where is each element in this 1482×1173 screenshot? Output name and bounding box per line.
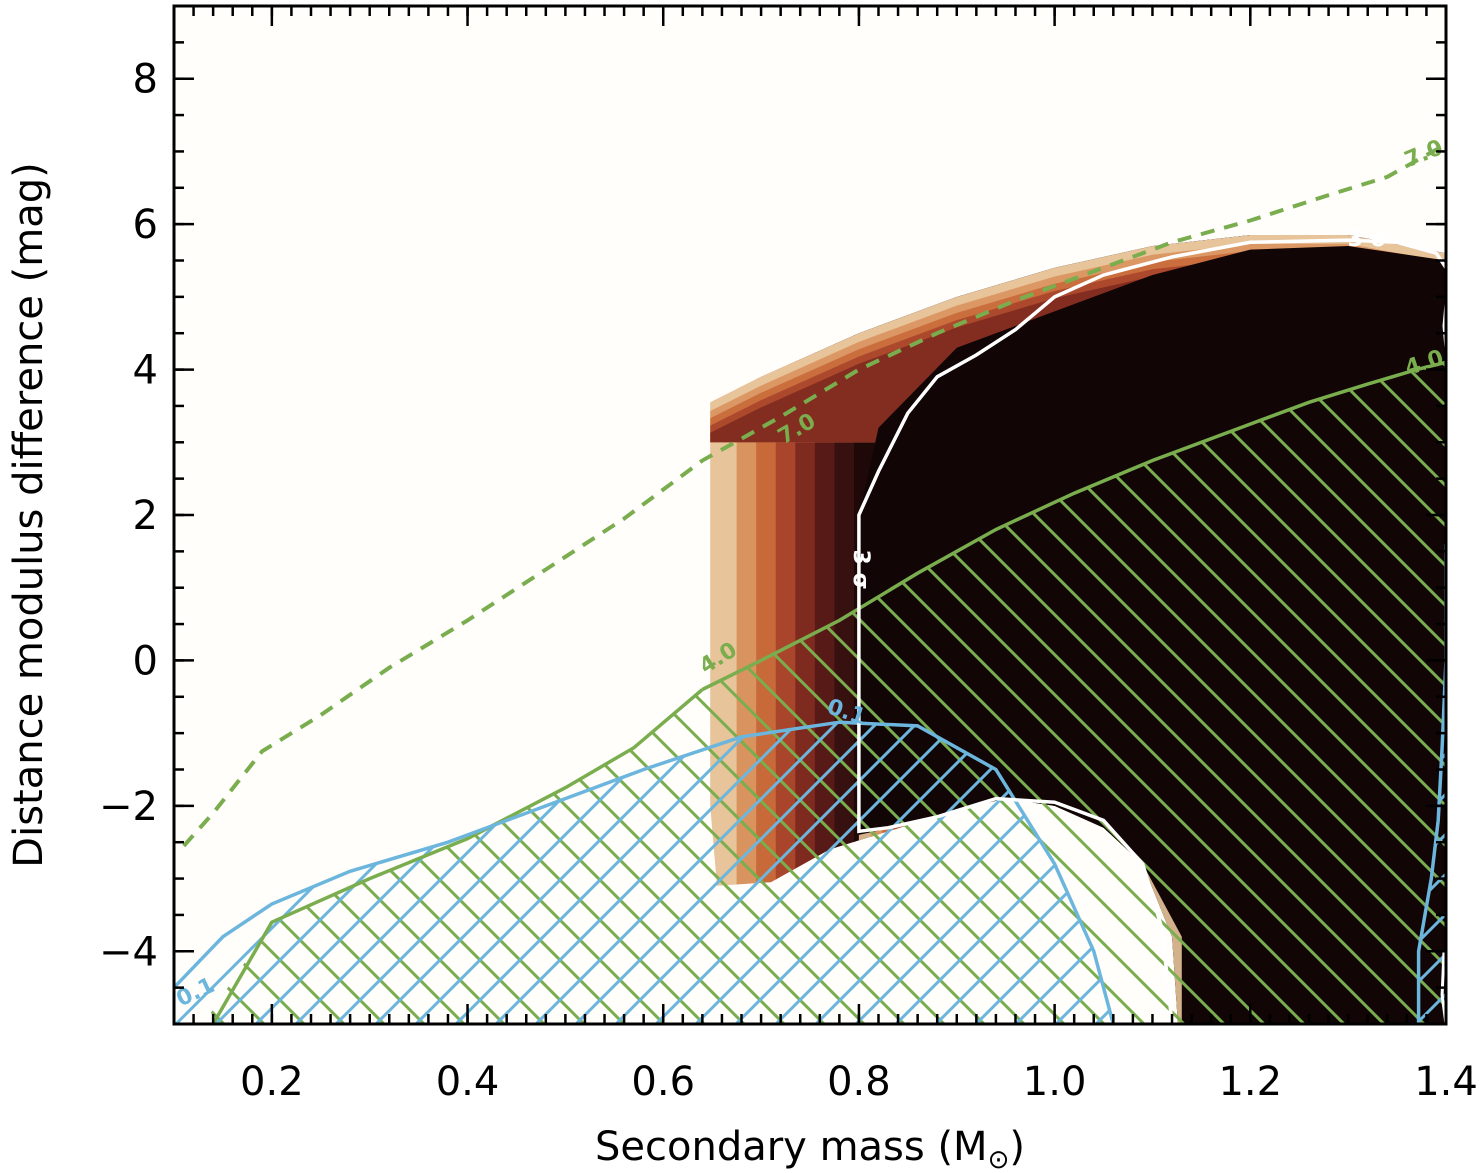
green-hatch-line [203, 362, 615, 1024]
sigma-label-top: 3 σ [1348, 227, 1388, 252]
blue-hatch-line [825, 722, 1114, 1024]
green-hatch-line [203, 362, 655, 1024]
y-tick-label: 2 [133, 493, 158, 539]
blue-hatch-line [425, 722, 1114, 1024]
green-hatch-line [203, 362, 575, 1024]
fill-core [858, 246, 1446, 1024]
green-hatch-line [318, 362, 1446, 1024]
blue-hatch-line [785, 722, 1114, 1024]
series-line-01-right [1416, 544, 1446, 1024]
green-hatch-line [558, 362, 1446, 1024]
x-tick-label: 1.0 [1023, 1059, 1087, 1105]
blue-hatch-line [345, 722, 1114, 1024]
x-tick-label: 0.4 [436, 1059, 500, 1105]
blue-hatch-line [665, 722, 1114, 1024]
y-tick-label: −4 [99, 929, 158, 975]
blue-hatch-line [174, 722, 1114, 1024]
green-hatch-line [203, 362, 695, 1024]
series-line-7 [182, 142, 1446, 848]
blue-hatch-line [174, 722, 1114, 1024]
green-hatch-line [203, 362, 535, 1024]
x-axis-title: Secondary mass (M⊙) [595, 1124, 1025, 1173]
green-hatch-line [398, 362, 1446, 1024]
series-line-4-lower [211, 688, 704, 1024]
blue-hatch-line [545, 722, 1114, 1024]
green-hatch-line [678, 362, 1446, 1024]
x-tick-label: 1.4 [1414, 1059, 1478, 1105]
series-line-01 [174, 720, 1115, 1024]
x-tick-label: 0.6 [631, 1059, 695, 1105]
series-line-4 [701, 360, 1446, 692]
green-hatch-line [838, 362, 1446, 1024]
blue-hatch-line [385, 722, 1114, 1024]
green-hatch-line [638, 362, 1446, 1024]
x-tick-label: 0.8 [827, 1059, 891, 1105]
y-axis-title: Distance modulus difference (mag) [6, 162, 52, 867]
blue-hatch-line [174, 722, 1114, 1024]
blue-hatch-line [1418, 660, 1446, 1024]
probability-density-fill [710, 235, 1446, 1024]
blue-hatch-line [185, 722, 1114, 1024]
blue-hatch-line [225, 722, 1114, 1024]
green-hatch-line [518, 362, 1446, 1024]
green-hatch-line [203, 362, 775, 1024]
blue-hatch-line [865, 722, 1114, 1024]
blue-hatch-line [305, 722, 1114, 1024]
blue-hatch-line [625, 722, 1114, 1024]
green-hatch-line [203, 362, 455, 1024]
axis-ticks: 0.2 0.4 0.6 0.8 1.0 1.2 1.4 −4 −2 0 2 4 6 8 [99, 4, 1478, 1105]
x-tick-label: 0.2 [240, 1059, 304, 1105]
green-hatch-line [358, 362, 1446, 1024]
blue-hatch-line [465, 722, 1114, 1024]
blue-hatch-line [585, 722, 1114, 1024]
y-tick-label: −2 [99, 784, 158, 830]
green-hatch-line [598, 362, 1446, 1024]
green-hatch-line [758, 362, 1446, 1024]
blue-hatch-line [265, 722, 1114, 1024]
green-hatch-line [478, 362, 1446, 1024]
y-tick-label: 0 [133, 638, 158, 684]
y-tick-label: 4 [133, 348, 158, 394]
y-tick-label: 8 [133, 57, 158, 103]
green-hatch-line [718, 362, 1446, 1024]
green-hatch-line [203, 362, 495, 1024]
contour-lines [174, 142, 1446, 1024]
green-hatch-line [798, 362, 1446, 1024]
y-tick-label: 6 [133, 202, 158, 248]
green-hatch-line [203, 362, 735, 1024]
blue-hatch-line [505, 722, 1114, 1024]
x-tick-label: 1.2 [1218, 1059, 1282, 1105]
sigma-contour-line [857, 238, 1446, 1024]
blue-hatch-line [705, 722, 1114, 1024]
blue-hatch-line [745, 722, 1114, 1024]
sigma-label-left: 3 σ [848, 549, 873, 589]
blue-hatch-line [174, 722, 1114, 1024]
